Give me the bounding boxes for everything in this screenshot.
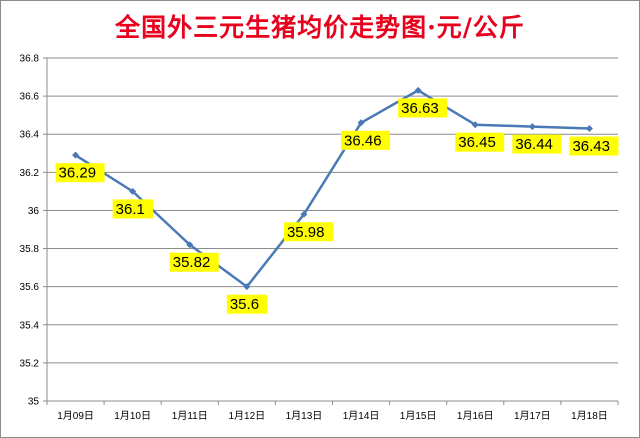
data-label: 35.82 xyxy=(169,252,219,272)
data-label-bg xyxy=(341,130,391,150)
data-label-text: 36.45 xyxy=(458,134,496,151)
data-label: 36.45 xyxy=(455,132,505,152)
data-label-bg xyxy=(455,132,505,152)
x-tick-label: 1月16日 xyxy=(457,410,494,422)
data-label-text: 35.82 xyxy=(173,254,211,271)
y-tick-label: 35 xyxy=(28,397,40,408)
data-label: 35.6 xyxy=(226,294,268,314)
x-tick-label: 1月11日 xyxy=(172,410,208,422)
y-tick-label: 35.6 xyxy=(20,282,40,293)
data-label-text: 36.44 xyxy=(515,136,553,153)
data-label-bg xyxy=(398,98,448,118)
y-tick-label: 36 xyxy=(28,206,40,217)
data-label: 36.1 xyxy=(112,199,154,219)
series-line xyxy=(74,89,590,288)
data-label-bg xyxy=(569,136,619,156)
data-label: 36.63 xyxy=(398,98,448,118)
y-tick-labels: 35 35.2 35.4 35.6 35.8 36 36.2 36.4 36.6 36.8 xyxy=(20,54,40,408)
data-label-text: 36.29 xyxy=(59,165,97,182)
data-point xyxy=(300,210,308,218)
x-tick-label: 1月14日 xyxy=(343,410,380,422)
data-point xyxy=(528,123,536,131)
y-tick-label: 36.6 xyxy=(20,92,40,103)
data-labels: 36.29 36.1 35.82 35.6 35.98 36.46 36.63 36.45 36… xyxy=(55,98,619,314)
data-label: 36.46 xyxy=(341,130,391,150)
data-label: 36.29 xyxy=(55,163,105,183)
series-line xyxy=(72,86,593,291)
axes xyxy=(43,57,619,405)
data-point xyxy=(414,86,422,94)
y-tick-label: 35.4 xyxy=(20,320,40,331)
y-tick-label: 35.2 xyxy=(20,358,40,369)
x-tick-label: 1月12日 xyxy=(229,410,266,422)
x-tick-label: 1月13日 xyxy=(286,410,323,422)
data-point xyxy=(186,241,194,249)
data-label: 36.44 xyxy=(512,134,562,154)
data-label-text: 36.46 xyxy=(344,132,382,149)
data-label-bg xyxy=(169,252,219,272)
data-point xyxy=(243,283,251,291)
chart-title: 全国外三元生猪均价走势图·元/公斤 xyxy=(115,13,525,42)
x-tick-label: 1月15日 xyxy=(400,410,437,422)
x-tick-label: 1月10日 xyxy=(114,410,151,422)
x-tick-label: 1月09日 xyxy=(57,410,94,422)
x-tick-label: 1月18日 xyxy=(571,410,608,422)
data-point xyxy=(585,125,593,133)
y-tick-label: 36.4 xyxy=(20,130,40,141)
data-label-bg xyxy=(55,163,105,183)
data-point xyxy=(357,119,365,127)
x-tick-label: 1月17日 xyxy=(514,410,551,422)
x-tick-labels: 1月09日 1月10日 1月11日 1月12日 1月13日 1月14日 1月15日 1月16日… xyxy=(57,410,608,422)
data-label-text: 36.43 xyxy=(572,138,610,155)
data-label-text: 35.6 xyxy=(230,296,259,313)
data-label-bg xyxy=(226,294,268,314)
y-tick-label: 36.8 xyxy=(20,54,40,65)
data-point xyxy=(129,187,137,195)
y-tick-label: 36.2 xyxy=(20,168,40,179)
data-label-bg xyxy=(112,199,154,219)
data-point xyxy=(72,151,80,159)
y-tick-label: 35.8 xyxy=(20,244,40,255)
data-label: 35.98 xyxy=(283,222,333,242)
data-label: 36.43 xyxy=(569,136,619,156)
data-label-bg xyxy=(512,134,562,154)
data-label-bg xyxy=(283,222,333,242)
data-label-text: 36.1 xyxy=(116,201,145,218)
data-point xyxy=(471,121,479,129)
data-label-text: 36.63 xyxy=(401,100,439,117)
data-label-text: 35.98 xyxy=(287,224,325,241)
